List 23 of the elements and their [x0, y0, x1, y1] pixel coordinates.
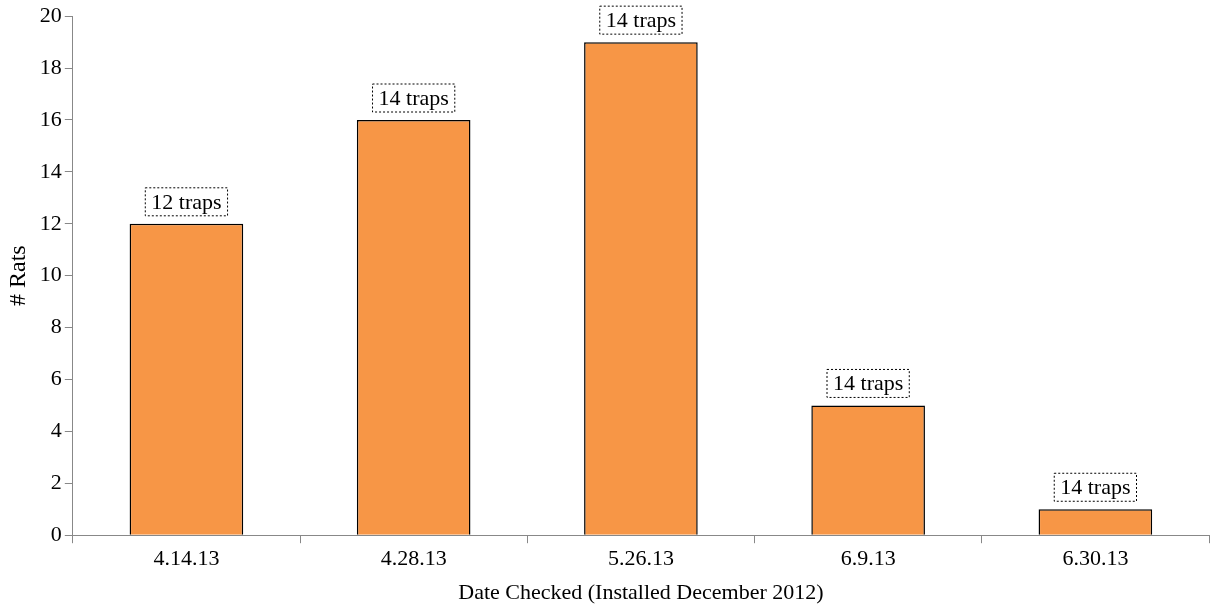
y-tick-label: 6 [50, 365, 62, 391]
y-axis-title: # Rats [3, 245, 30, 307]
x-tick-label: 4.28.13 [380, 545, 447, 571]
y-tick-label: 20 [39, 1, 62, 27]
y-tick-label: 10 [39, 261, 62, 287]
x-tick-label: 4.14.13 [153, 545, 220, 571]
y-tick-label: 4 [50, 417, 62, 443]
x-tick-label: 6.30.13 [1062, 545, 1129, 571]
y-tick-label: 0 [50, 520, 62, 546]
annotation: 14 traps [605, 6, 677, 32]
y-tick-label: 16 [39, 105, 62, 131]
y-tick-label: 14 [39, 157, 62, 183]
x-axis-title: Date Checked (Installed December 2012) [458, 578, 824, 604]
y-tick-label: 18 [39, 53, 62, 79]
y-tick-label: 8 [50, 313, 62, 339]
annotation: 14 traps [1060, 474, 1131, 500]
x-tick-label: 5.26.13 [607, 545, 674, 571]
annotation: 14 traps [378, 84, 449, 110]
annotation: 12 traps [151, 188, 222, 214]
annotation: 14 traps [833, 370, 904, 396]
y-tick-label: 2 [50, 469, 62, 495]
x-tick-label: 6.9.13 [840, 545, 896, 571]
y-tick-label: 12 [39, 209, 62, 235]
